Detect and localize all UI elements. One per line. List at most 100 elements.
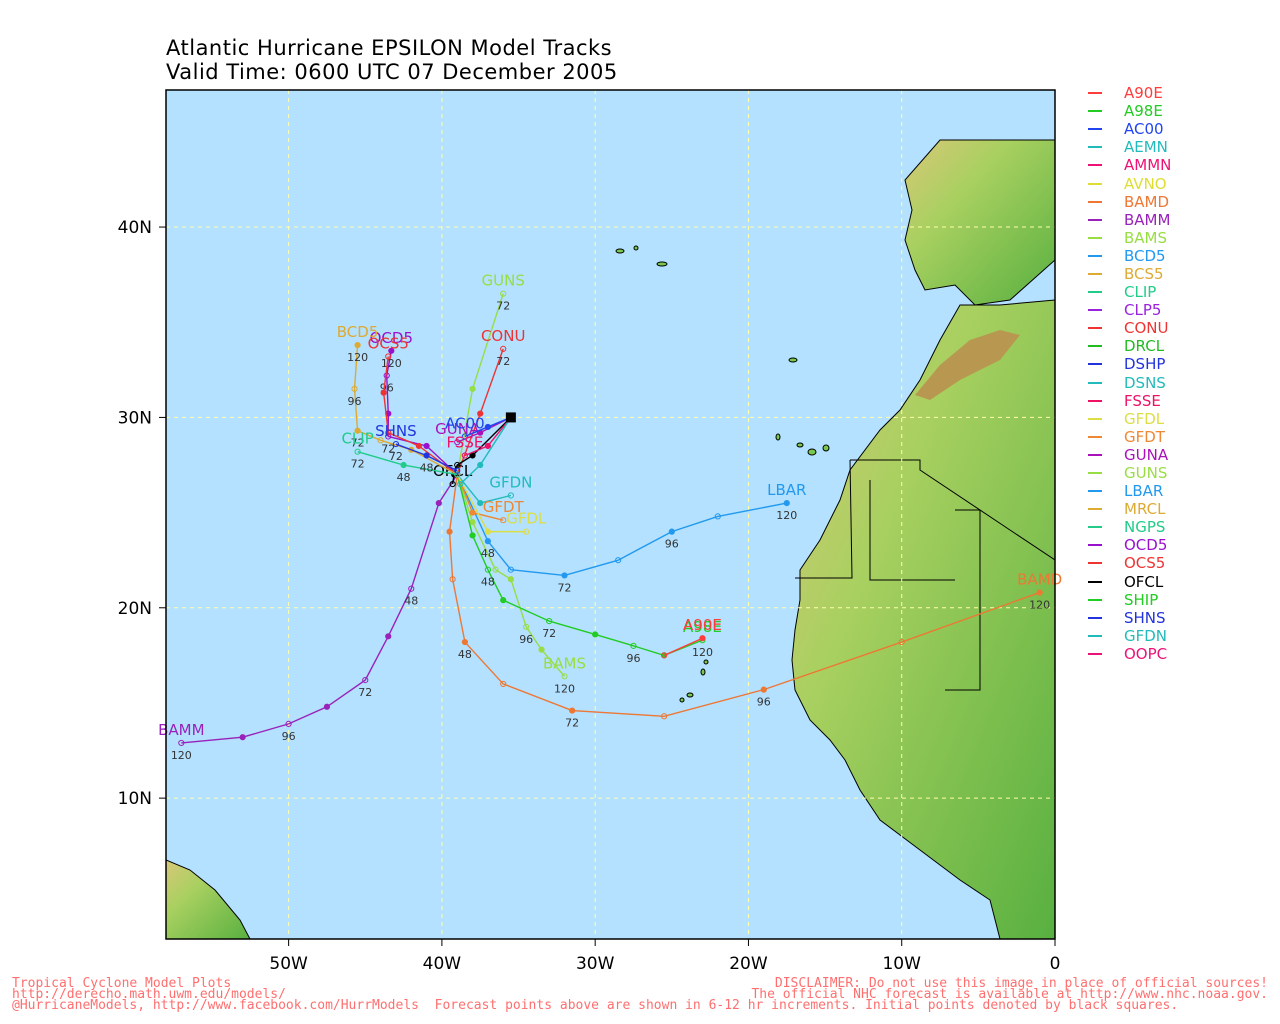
- forecast-hour-label: 72: [351, 437, 365, 450]
- track-bamd: 48 72 96 120 BAMD: [446, 471, 1062, 730]
- initial-point-marker: [505, 412, 516, 423]
- track-point: [561, 572, 568, 579]
- legend-swatch: [1088, 182, 1102, 185]
- legend-label: AMMN: [1124, 156, 1172, 175]
- lon-tick-label: 50W: [269, 954, 308, 974]
- track-point: [469, 532, 476, 539]
- track-point: [454, 439, 461, 446]
- track-end-label: BAMM: [158, 721, 204, 739]
- legend-item: BAMM: [1088, 211, 1278, 229]
- track-point: [615, 557, 622, 564]
- legend-label: MRCL: [1124, 500, 1166, 519]
- legend-label: BAMD: [1124, 192, 1170, 211]
- legend-label: CLP5: [1124, 301, 1162, 320]
- track-line: [456, 474, 703, 657]
- track-point: [546, 618, 553, 625]
- track-end-label: GFDL: [506, 510, 547, 528]
- forecast-hour-label: 48: [481, 576, 495, 589]
- track-point: [500, 345, 507, 352]
- forecast-hour-label: 48: [404, 595, 418, 608]
- track-point: [392, 440, 400, 448]
- track-a90e: A90E: [661, 616, 722, 659]
- track-line: [451, 416, 512, 485]
- track-point: [469, 509, 476, 516]
- track-point: [377, 437, 384, 444]
- axis-ticks: 50W 40W 30W 20W 10W 0 40N 30N 20N 10N: [118, 218, 1061, 974]
- legend-item: GUNA: [1088, 446, 1278, 464]
- legend-label: AVNO: [1124, 174, 1167, 193]
- legend-item: DSHP: [1088, 355, 1278, 373]
- track-point: [661, 652, 668, 659]
- legend-label: OCS5: [1124, 554, 1166, 573]
- legend-swatch: [1088, 399, 1102, 402]
- chart-title: Atlantic Hurricane EPSILON Model Tracks: [166, 36, 613, 60]
- track-end-label: GUNA: [435, 420, 480, 438]
- track-point: [469, 385, 476, 392]
- forecast-hour-label: 120: [692, 646, 713, 659]
- legend-swatch: [1088, 526, 1102, 529]
- legend-swatch: [1088, 598, 1102, 601]
- forecast-hour-label: 120: [776, 509, 797, 522]
- legend-item: BAMD: [1088, 193, 1278, 211]
- track-point: [385, 353, 392, 360]
- track-point: [423, 452, 430, 459]
- legend-item: DSNS: [1088, 374, 1278, 392]
- forecast-hour-label: 48: [481, 547, 495, 560]
- legend-label: BAMS: [1124, 228, 1168, 247]
- track-end-label: BAMD: [1017, 571, 1062, 589]
- lon-tick-label: 20W: [729, 954, 768, 974]
- track-end-label: FSSE: [446, 433, 483, 451]
- track-ship: 48 72 96 120 A98E: [454, 471, 722, 665]
- track-point: [500, 517, 507, 524]
- legend-label: GFDL: [1124, 409, 1165, 428]
- legend-swatch: [1088, 345, 1102, 348]
- track-gfdn: GFDN: [454, 471, 532, 507]
- legend-label: BAMM: [1124, 210, 1171, 229]
- legend-item: AVNO: [1088, 174, 1278, 193]
- legend-item: AC00: [1088, 120, 1278, 138]
- track-point: [484, 528, 491, 535]
- track-point: [380, 389, 387, 396]
- track-point: [699, 635, 706, 642]
- track-end-label: A90E: [683, 616, 722, 634]
- legend-label: A98E: [1124, 102, 1163, 121]
- track-point: [477, 410, 484, 417]
- track-point: [507, 492, 514, 499]
- track-point: [354, 427, 361, 434]
- track-point: [388, 347, 395, 354]
- legend-swatch: [1088, 472, 1102, 475]
- forecast-hour-label: 120: [1029, 599, 1050, 612]
- legend-swatch: [1088, 453, 1102, 456]
- legend-label: GFDT: [1124, 427, 1165, 446]
- legend-swatch: [1088, 200, 1102, 203]
- track-point: [408, 585, 415, 592]
- legend-swatch: [1088, 128, 1102, 131]
- legend-label: LBAR: [1124, 482, 1164, 501]
- track-end-label: BCD5: [337, 323, 379, 341]
- legend-item: OCS5: [1088, 554, 1278, 572]
- track-point: [484, 442, 491, 450]
- legend-label: GFDN: [1124, 626, 1168, 645]
- track-point: [477, 499, 484, 507]
- legend-swatch: [1088, 417, 1102, 420]
- forecast-hour-label: 72: [389, 450, 403, 463]
- legend-swatch: [1088, 508, 1102, 511]
- legend-swatch: [1088, 291, 1102, 294]
- track-point: [500, 290, 507, 297]
- forecast-hour-label: 72: [358, 686, 372, 699]
- model-tracks: 487296120BAMM487296120BAMD96120BAMS48729…: [158, 272, 1062, 762]
- track-point: [484, 538, 491, 545]
- legend-swatch: [1088, 381, 1102, 384]
- track-point: [415, 442, 423, 450]
- track-end-label: BAMS: [543, 654, 586, 672]
- legend-swatch: [1088, 435, 1102, 438]
- track-end-label: LBAR: [767, 481, 806, 499]
- track-point: [385, 429, 392, 436]
- legend-item: BCD5: [1088, 247, 1278, 265]
- track-line: [386, 350, 458, 476]
- track-end-label: OCD5: [370, 329, 413, 347]
- track-point: [323, 703, 331, 710]
- legend-label: BCS5: [1124, 264, 1164, 283]
- footer-right-2: The official NHC forecast is available a…: [751, 987, 1268, 1002]
- track-point: [714, 513, 721, 520]
